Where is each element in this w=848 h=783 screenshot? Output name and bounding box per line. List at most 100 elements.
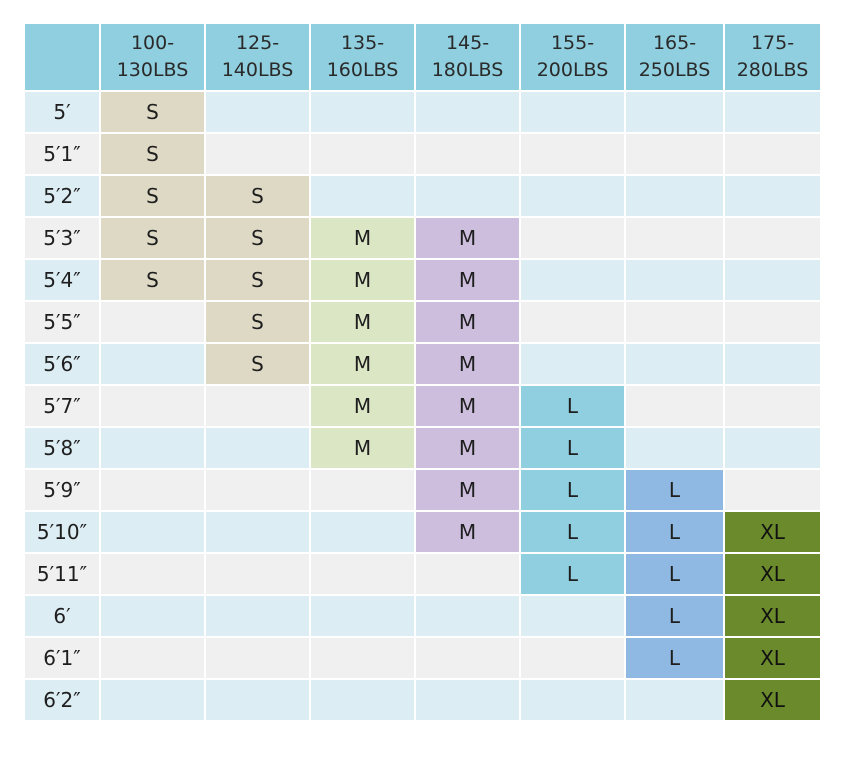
empty-cell [725, 176, 820, 216]
empty-cell [725, 260, 820, 300]
size-cell: S [101, 134, 204, 174]
empty-cell [626, 680, 723, 720]
empty-cell [521, 134, 624, 174]
height-label: 6′2″ [25, 680, 99, 720]
empty-cell [521, 260, 624, 300]
empty-cell [206, 512, 309, 552]
empty-cell [206, 470, 309, 510]
size-cell: S [101, 176, 204, 216]
weight-range-start: 145- [445, 32, 490, 54]
weight-column-header: 100- 130LBS [101, 24, 204, 90]
empty-cell [626, 386, 723, 426]
empty-cell [311, 134, 414, 174]
empty-cell [521, 680, 624, 720]
size-cell: S [206, 302, 309, 342]
empty-cell [311, 680, 414, 720]
height-label: 5′5″ [25, 302, 99, 342]
empty-cell [626, 344, 723, 384]
empty-cell [521, 176, 624, 216]
empty-cell [416, 680, 519, 720]
size-cell: S [206, 344, 309, 384]
weight-range-start: 100- [130, 32, 175, 54]
empty-cell [206, 596, 309, 636]
size-cell: XL [725, 554, 820, 594]
size-cell: M [311, 302, 414, 342]
empty-cell [101, 638, 204, 678]
size-cell: S [206, 218, 309, 258]
size-cell: M [311, 344, 414, 384]
size-cell: L [626, 512, 723, 552]
empty-cell [311, 92, 414, 132]
weight-range-end: 140LBS [221, 59, 294, 81]
weight-range-start: 175- [750, 32, 795, 54]
empty-cell [416, 92, 519, 132]
size-cell: M [416, 302, 519, 342]
empty-cell [101, 302, 204, 342]
size-cell: S [206, 260, 309, 300]
empty-cell [725, 470, 820, 510]
empty-cell [416, 554, 519, 594]
size-cell: L [521, 554, 624, 594]
size-cell: M [311, 260, 414, 300]
size-cell: S [206, 176, 309, 216]
empty-cell [101, 470, 204, 510]
empty-cell [725, 134, 820, 174]
size-cell: M [416, 218, 519, 258]
weight-range-end: 180LBS [431, 59, 504, 81]
empty-cell [416, 596, 519, 636]
height-label: 5′11″ [25, 554, 99, 594]
empty-cell [626, 260, 723, 300]
empty-cell [626, 92, 723, 132]
empty-cell [725, 428, 820, 468]
empty-cell [101, 386, 204, 426]
empty-cell [416, 176, 519, 216]
empty-cell [521, 302, 624, 342]
weight-range-start: 125- [235, 32, 280, 54]
size-cell: M [311, 428, 414, 468]
empty-cell [521, 218, 624, 258]
height-label: 5′8″ [25, 428, 99, 468]
empty-cell [725, 302, 820, 342]
height-label: 5′7″ [25, 386, 99, 426]
size-cell: M [416, 386, 519, 426]
size-cell: L [626, 638, 723, 678]
weight-column-header: 155- 200LBS [521, 24, 624, 90]
size-cell: L [521, 512, 624, 552]
size-cell: M [416, 428, 519, 468]
height-label: 6′ [25, 596, 99, 636]
height-label: 5′3″ [25, 218, 99, 258]
weight-range-end: 130LBS [116, 59, 189, 81]
size-cell: XL [725, 638, 820, 678]
weight-range-end: 160LBS [326, 59, 399, 81]
empty-cell [311, 176, 414, 216]
weight-range-end: 280LBS [736, 59, 809, 81]
size-cell: L [626, 470, 723, 510]
empty-cell [416, 134, 519, 174]
size-cell: S [101, 92, 204, 132]
size-cell: L [521, 386, 624, 426]
empty-cell [101, 512, 204, 552]
empty-cell [311, 554, 414, 594]
empty-cell [416, 638, 519, 678]
empty-cell [725, 92, 820, 132]
empty-cell [206, 92, 309, 132]
size-cell: XL [725, 512, 820, 552]
size-cell: M [311, 218, 414, 258]
empty-cell [311, 596, 414, 636]
height-label: 5′2″ [25, 176, 99, 216]
weight-range-start: 135- [340, 32, 385, 54]
empty-cell [101, 554, 204, 594]
weight-range-start: 165- [652, 32, 697, 54]
size-chart-table: 100- 130LBS 125- 140LBS 135- 160LBS 145- 180LBS… [25, 24, 820, 720]
empty-cell [521, 638, 624, 678]
weight-range-end: 250LBS [638, 59, 711, 81]
size-cell: S [101, 260, 204, 300]
height-label: 5′1″ [25, 134, 99, 174]
weight-range-start: 155- [550, 32, 595, 54]
empty-cell [521, 92, 624, 132]
size-cell: M [416, 260, 519, 300]
size-cell: S [101, 218, 204, 258]
height-label: 6′1″ [25, 638, 99, 678]
height-label: 5′6″ [25, 344, 99, 384]
empty-cell [206, 638, 309, 678]
